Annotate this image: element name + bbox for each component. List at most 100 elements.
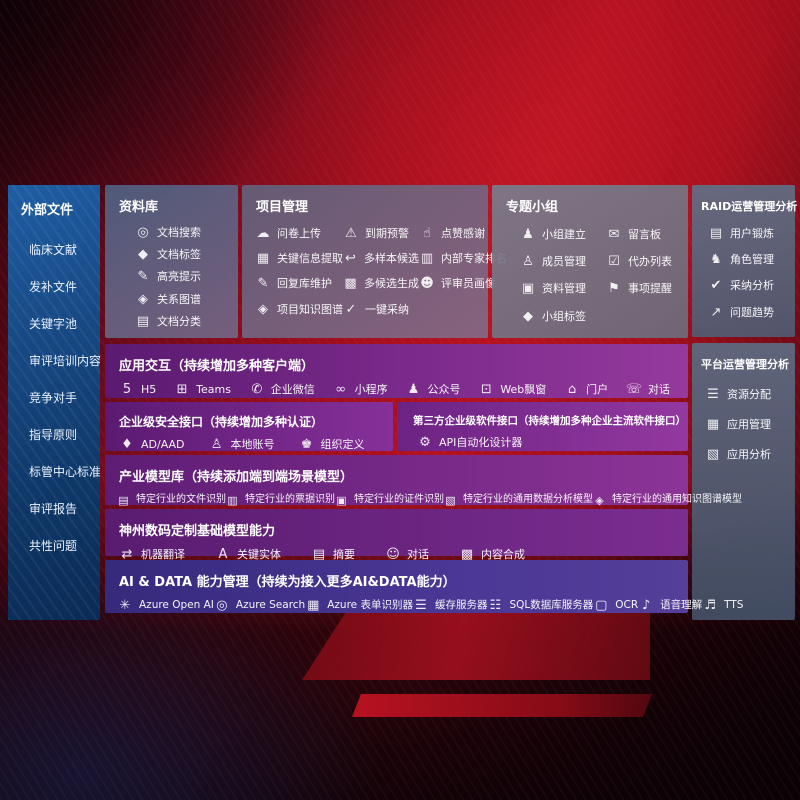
panel-special-groups: 专题小组 ♟ 小组建立 ✉ 留言板 ♙ 成员管理 ☑ 代办列表 ▣ 资料管理 ⚑ 事项提醒 ◆ 小组标签 <box>492 185 688 338</box>
member-manage-item: ♙ 成员管理 <box>520 255 606 268</box>
bill-recognition-icon: ▥ <box>227 493 238 507</box>
adoption-analysis-item: ✔ 采纳分析 <box>708 279 795 292</box>
feature-label: 用户锻炼 <box>730 227 774 240</box>
thumbs-up-icon: ☝ <box>423 226 431 242</box>
feature-label: 代办列表 <box>628 255 672 269</box>
row-models-items: ▤ 特定行业的文件识别 ▥ 特定行业的票据识别 ▣ 特定行业的证件识别 ▧ 特定行业的通用数据… <box>105 485 742 507</box>
org-define-item: ♚ 组织定义 <box>299 438 365 451</box>
external-files-title: 外部文件 <box>21 203 74 218</box>
feature-label: 对话 <box>647 383 670 396</box>
azure-search-icon: ◎ <box>216 598 228 613</box>
certificate-recognition-item: ▣ 特定行业的证件识别 <box>335 494 444 506</box>
feature-label: 到期预警 <box>365 227 409 240</box>
web-popup-icon: ⊡ <box>480 382 492 398</box>
data-analysis-model-item: ▧ 特定行业的通用数据分析模型 <box>444 494 593 506</box>
user-card-item: ▤ 用户锻炼 <box>708 227 795 240</box>
miniprogram-icon: ∞ <box>335 382 347 398</box>
row-aidata-items: ✳ Azure Open AI ◎ Azure Search ▦ Azure 表单识别器 ☰… <box>105 590 744 613</box>
org-define-icon: ♚ <box>300 437 313 453</box>
panel-raid-items: ▤ 用户锻炼 ♞ 角色管理 ✔ 采纳分析 ↗ 问题趋势 <box>692 214 795 319</box>
row-security-title: 企业级安全接口（持续增加多种认证） <box>119 415 324 429</box>
feature-label: Teams <box>196 383 231 396</box>
multi-generate-icon: ▩ <box>344 276 357 292</box>
feature-label: 小程序 <box>354 383 388 396</box>
reply-maintain-icon: ✎ <box>257 276 269 292</box>
local-account-item: ♙ 本地账号 <box>209 438 275 451</box>
one-click-adopt-item: ✓ 一键采纳 <box>343 303 419 316</box>
file-recognition-item: ▤ 特定行业的文件识别 <box>117 494 226 506</box>
machine-translate-icon: ⇄ <box>121 547 133 563</box>
one-click-adopt-icon: ✓ <box>345 301 357 317</box>
feature-label: 小组建立 <box>542 228 586 241</box>
row-models-title: 产业模型库（持续添加端到端场景模型） <box>119 470 354 485</box>
sidebar-item: 指导原则 <box>29 428 78 442</box>
row-enterprise-security: 企业级安全接口（持续增加多种认证） ♦ AD/AAD ♙ 本地账号 ♚ 组织定义 <box>105 402 393 451</box>
panel-raid-title: RAID运营管理分析 <box>701 200 798 213</box>
app-manage-icon: ▦ <box>706 417 720 433</box>
row-ai-data-management: AI & DATA 能力管理（持续为接入更多AI&DATA能力） ✳ Azure … <box>105 560 744 613</box>
sql-server-item: ☷ SQL数据库服务器 <box>487 599 594 612</box>
issue-trend-icon: ↗ <box>710 304 722 320</box>
feature-label: 采纳分析 <box>730 279 774 293</box>
feature-label: SQL数据库服务器 <box>509 599 594 612</box>
miniprogram-item: ∞ 小程序 <box>333 382 388 398</box>
reviewer-profile-icon: ☻ <box>420 276 434 292</box>
reminder-icon: ⚑ <box>608 281 620 297</box>
ad-aad-icon: ♦ <box>121 437 133 453</box>
feature-label: 机器翻译 <box>141 548 185 561</box>
feature-label: 特定行业的票据识别 <box>245 494 335 505</box>
row-aidata-title: AI & DATA 能力管理（持续为接入更多AI&DATA能力） <box>119 575 456 590</box>
speech-understanding-icon: ♪ <box>641 598 651 613</box>
doc-tag-item: ◆ 文档标签 <box>135 248 238 261</box>
feature-label: H5 <box>141 383 157 396</box>
feature-label: 门户 <box>586 383 609 396</box>
feature-label: 资源分配 <box>727 388 771 401</box>
panel-groups-title: 专题小组 <box>506 200 559 215</box>
feature-label: 资料管理 <box>542 282 586 296</box>
feature-label: TTS <box>724 599 744 612</box>
row-foundation-title: 神州数码定制基础模型能力 <box>119 524 276 539</box>
row-thirdparty-interface: 第三方企业级软件接口（持续增加多种企业主流软件接口） ⚙ API自动化设计器 <box>397 402 688 451</box>
panel-platform-analysis: 平台运营管理分析 ☰ 资源分配 ▦ 应用管理 ▧ 应用分析 <box>692 343 795 620</box>
official-account-icon: ♟ <box>407 382 420 398</box>
feature-label: 文档分类 <box>157 314 201 328</box>
project-graph-item: ◈ 项目知识图谱 <box>255 303 343 316</box>
feature-label: 文档标签 <box>157 248 201 262</box>
feature-label: 小组标签 <box>542 309 586 323</box>
knowledge-graph-model-item: ◈ 特定行业的通用知识图谱模型 <box>593 494 742 506</box>
feature-label: Azure Search <box>235 599 306 612</box>
chat-icon: ☏ <box>625 382 643 398</box>
external-files-panel: 外部文件 临床文献 发补文件 关键字池 审评培训内容 竞争对手 指导原则 标管中心标准 审评报… <box>8 185 100 620</box>
project-graph-icon: ◈ <box>258 301 268 317</box>
tts-icon: ♬ <box>704 598 716 613</box>
group-tag-icon: ◆ <box>523 308 533 324</box>
podium-bar-shape <box>352 694 652 717</box>
wecom-icon: ✆ <box>251 382 263 398</box>
feature-label: 本地账号 <box>230 438 275 451</box>
feature-label: 一键采纳 <box>365 302 409 316</box>
sidebar-item: 标管中心标准 <box>29 465 100 479</box>
feature-label: 特定行业的文件识别 <box>136 494 226 505</box>
sidebar-item: 审评培训内容 <box>29 354 100 368</box>
panel-platform-items: ☰ 资源分配 ▦ 应用管理 ▧ 应用分析 <box>692 372 795 462</box>
row-thirdparty-title: 第三方企业级软件接口（持续增加多种企业主流软件接口） <box>413 415 686 427</box>
portal-item: ⌂ 门户 <box>564 383 608 396</box>
feature-label: 内部专家排名 <box>441 252 507 266</box>
dialogue-item: ☺ 对话 <box>385 548 429 561</box>
knowledge-graph-model-icon: ◈ <box>595 493 604 507</box>
feature-label: 留言板 <box>628 228 661 241</box>
row-interaction-items: 5 H5 ⊞ Teams ✆ 企业微信 ∞ 小程序 ♟ 公众号 ⊡ Web飘窗 ⌂ 门户 ☏ 对话 <box>105 374 688 396</box>
external-files-list: 临床文献 发补文件 关键字池 审评培训内容 竞争对手 指导原则 标管中心标准 审评报告 共性问题 <box>8 241 100 554</box>
h5-item: 5 H5 <box>119 383 156 396</box>
feature-label: 角色管理 <box>730 253 774 267</box>
feature-label: 文档搜索 <box>157 226 201 239</box>
panel-project-items: ☁ 问卷上传 ⚠ 到期预警 ☝ 点赞感谢 ▦ 关键信息提取 ↩ 多样本候选 ▥ 内部专家排名 ✎ 回复库维… <box>242 215 508 316</box>
relation-graph-icon: ◈ <box>138 291 148 307</box>
role-manage-item: ♞ 角色管理 <box>708 253 795 266</box>
feature-label: Azure 表单识别器 <box>327 599 413 612</box>
feature-label: 回复库维护 <box>277 277 332 291</box>
summary-icon: ▤ <box>312 547 326 563</box>
feature-label: 摘要 <box>333 548 355 561</box>
feature-label: AD/AAD <box>141 438 185 451</box>
user-card-icon: ▤ <box>709 226 723 242</box>
